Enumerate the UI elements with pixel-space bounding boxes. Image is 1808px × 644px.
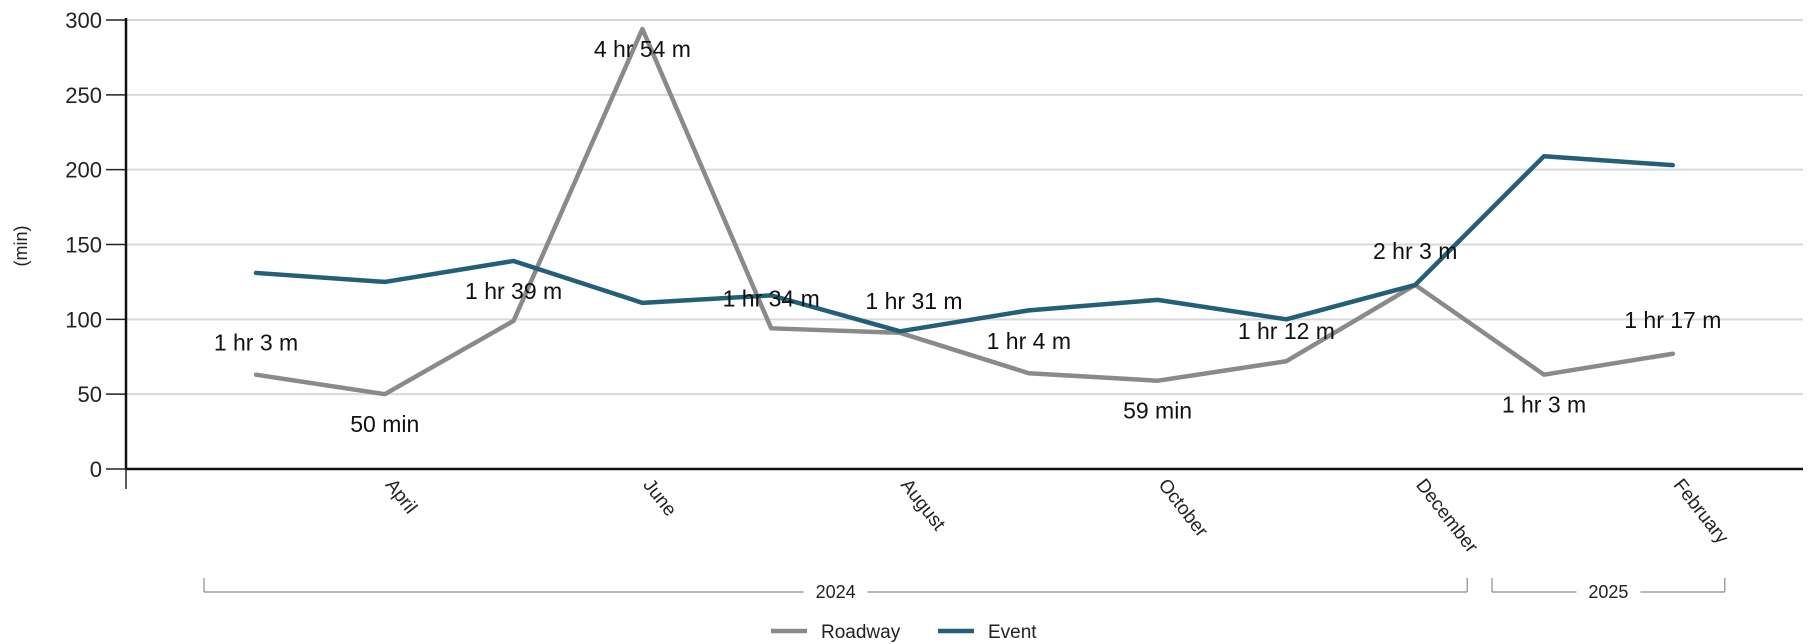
x-tick-label: October (1154, 475, 1213, 542)
data-label: 59 min (1123, 398, 1192, 424)
y-tick-label: 250 (65, 83, 102, 108)
axes (124, 18, 1803, 489)
year-label: 2024 (816, 582, 856, 602)
y-tick-label: 150 (65, 233, 102, 258)
x-tick-label: August (896, 475, 949, 535)
legend: Roadway Event (771, 622, 1037, 643)
legend-label-roadway: Roadway (821, 622, 901, 643)
data-labels: 1 hr 3 m 50 min 1 hr 39 m 4 hr 54 m 1 hr 34 … (214, 36, 1722, 437)
y-tick-label: 50 (78, 382, 102, 407)
data-label: 1 hr 31 m (865, 288, 962, 314)
y-tick-label: 300 (65, 8, 102, 33)
data-label: 1 hr 39 m (465, 278, 562, 304)
year-label: 2025 (1588, 582, 1628, 602)
x-tick-label: June (638, 475, 680, 520)
y-axis-title: (min) (11, 226, 31, 267)
data-label: 1 hr 3 m (1502, 392, 1586, 418)
x-tick-label: February (1669, 475, 1733, 548)
year-groups: 2024 2025 (203, 578, 1726, 602)
data-label: 4 hr 54 m (594, 36, 691, 62)
data-label: 1 hr 17 m (1624, 307, 1721, 333)
data-label: 1 hr 4 m (987, 328, 1071, 354)
data-label: 2 hr 3 m (1373, 238, 1457, 264)
y-tick-label: 200 (65, 158, 102, 183)
data-label: 1 hr 12 m (1238, 318, 1335, 344)
gridlines (106, 19, 1803, 470)
y-tick-label: 100 (65, 307, 102, 332)
x-tick-label: April (381, 475, 421, 518)
series-line-event (253, 153, 1676, 334)
data-label: 1 hr 3 m (214, 330, 298, 356)
y-axis-tick-labels: 0 50 100 150 200 250 300 (65, 8, 102, 482)
x-axis-tick-labels: April June August October December February (381, 475, 1733, 558)
series-line-roadway (253, 26, 1676, 397)
x-tick-label: December (1411, 475, 1482, 558)
y-tick-label: 0 (90, 457, 102, 482)
data-label: 1 hr 34 m (723, 285, 820, 311)
data-label: 50 min (350, 411, 419, 437)
legend-label-event: Event (988, 622, 1037, 643)
series-lines (253, 26, 1676, 397)
